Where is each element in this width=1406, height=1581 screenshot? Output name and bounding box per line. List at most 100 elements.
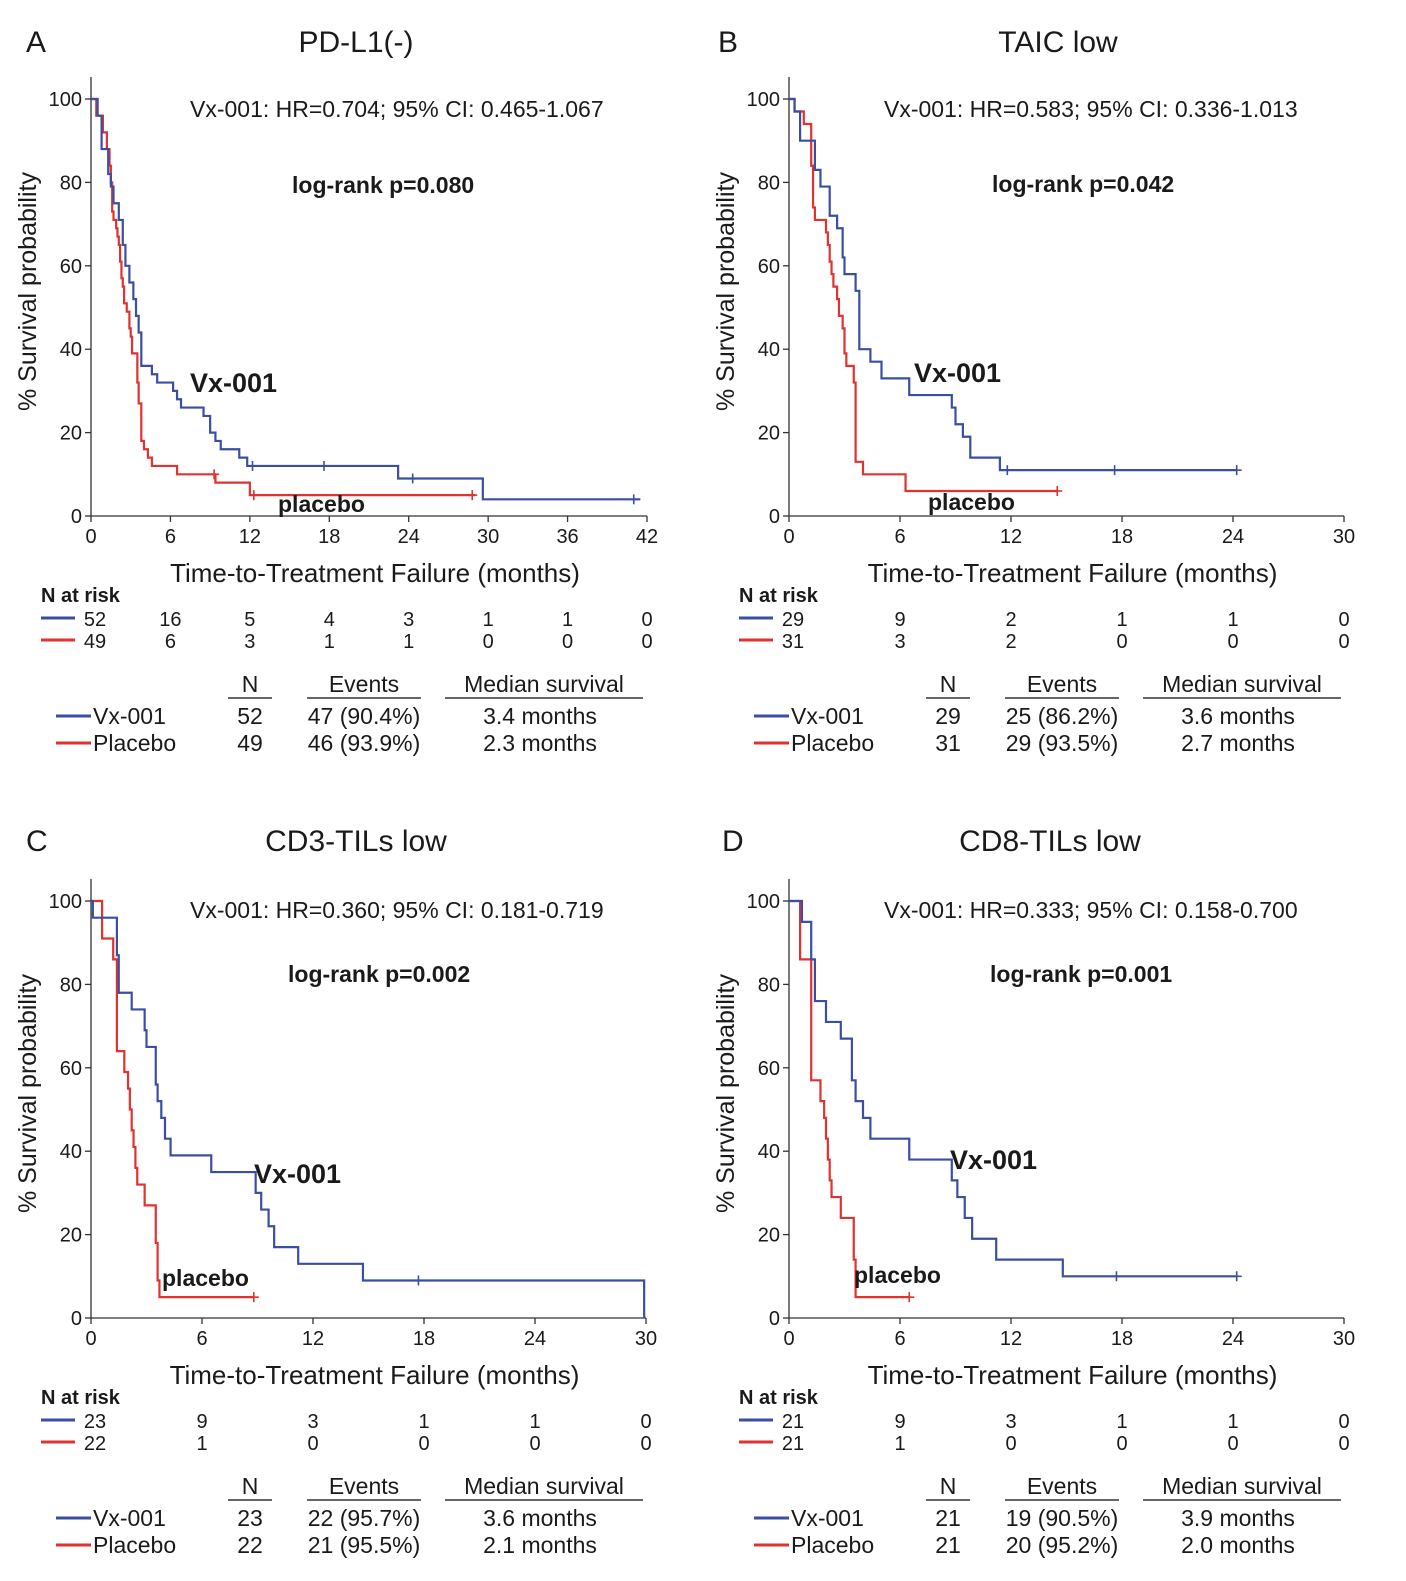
risk-count-placebo: 3 <box>894 631 905 653</box>
risk-count-vx: 3 <box>1005 1411 1016 1433</box>
x-tick-label: 30 <box>1333 1328 1355 1350</box>
panel-title: TAIC low <box>998 26 1118 59</box>
x-tick-label: 30 <box>1333 526 1355 548</box>
y-tick-label: 20 <box>758 423 780 445</box>
risk-count-vx: 21 <box>782 1411 804 1433</box>
table-row-label: Vx-001 <box>791 1505 864 1531</box>
table-row-label: Placebo <box>93 730 176 756</box>
panel-letter: C <box>26 825 48 858</box>
hazard-ratio-text: Vx-001: HR=0.360; 95% CI: 0.181-0.719 <box>190 897 604 923</box>
panel-letter: D <box>722 825 744 858</box>
risk-count-vx: 3 <box>307 1411 318 1433</box>
risk-count-placebo: 0 <box>640 1433 651 1455</box>
y-tick-label: 60 <box>60 1058 82 1080</box>
risk-count-vx: 3 <box>403 609 414 631</box>
y-tick-label: 60 <box>758 256 780 278</box>
x-tick-label: 30 <box>635 1328 657 1350</box>
risk-count-placebo: 0 <box>529 1433 540 1455</box>
table-cell-events: 22 (95.7%) <box>308 1505 421 1531</box>
vx-curve-label: Vx-001 <box>914 358 1001 388</box>
table-cell-events: 21 (95.5%) <box>308 1532 421 1558</box>
table-header-events: Events <box>329 671 399 697</box>
x-tick-label: 6 <box>894 526 905 548</box>
risk-count-vx: 5 <box>244 609 255 631</box>
table-header-events: Events <box>1027 671 1097 697</box>
y-tick-label: 60 <box>758 1058 780 1080</box>
table-header-median: Median survival <box>1162 671 1322 697</box>
n-at-risk-header: N at risk <box>739 585 819 607</box>
y-tick-label: 100 <box>747 891 780 913</box>
hazard-ratio-text: Vx-001: HR=0.704; 95% CI: 0.465-1.067 <box>190 96 604 122</box>
risk-count-vx: 29 <box>782 609 804 631</box>
risk-count-placebo: 0 <box>1116 631 1127 653</box>
panel-title: CD3-TILs low <box>265 825 447 858</box>
table-cell-n: 31 <box>935 730 961 756</box>
x-tick-label: 18 <box>1111 526 1133 548</box>
risk-count-vx: 1 <box>483 609 494 631</box>
risk-count-placebo: 1 <box>324 631 335 653</box>
table-header-median: Median survival <box>464 671 624 697</box>
logrank-p-text: log-rank p=0.080 <box>292 172 474 198</box>
risk-count-placebo: 1 <box>403 631 414 653</box>
x-tick-label: 6 <box>894 1328 905 1350</box>
y-tick-label: 40 <box>758 339 780 361</box>
placebo-curve-label: placebo <box>928 489 1015 515</box>
table-row-label: Vx-001 <box>93 703 166 729</box>
risk-count-placebo: 0 <box>1338 1433 1349 1455</box>
risk-count-vx: 1 <box>418 1411 429 1433</box>
y-tick-label: 40 <box>60 1141 82 1163</box>
y-tick-label: 0 <box>71 506 82 528</box>
risk-count-vx: 16 <box>159 609 181 631</box>
table-header-median: Median survival <box>1162 1473 1322 1499</box>
y-tick-label: 80 <box>60 172 82 194</box>
risk-count-vx: 0 <box>641 609 652 631</box>
vx-curve-label: Vx-001 <box>254 1159 341 1189</box>
km-curve-placebo <box>91 899 254 1299</box>
table-cell-median: 3.9 months <box>1181 1505 1295 1531</box>
table-cell-events: 19 (90.5%) <box>1006 1505 1119 1531</box>
n-at-risk-header: N at risk <box>739 1387 819 1409</box>
logrank-p-text: log-rank p=0.042 <box>992 171 1174 197</box>
x-tick-label: 24 <box>1222 526 1244 548</box>
risk-count-vx: 2 <box>1005 609 1016 631</box>
n-at-risk-header: N at risk <box>41 585 121 607</box>
risk-count-placebo: 0 <box>641 631 652 653</box>
table-cell-median: 3.4 months <box>483 703 597 729</box>
panel-letter: B <box>718 26 738 59</box>
x-tick-label: 12 <box>1000 526 1022 548</box>
risk-count-placebo: 0 <box>418 1433 429 1455</box>
table-header-n: N <box>940 671 957 697</box>
table-cell-events: 20 (95.2%) <box>1006 1532 1119 1558</box>
table-cell-events: 47 (90.4%) <box>308 703 421 729</box>
risk-count-vx: 9 <box>894 1411 905 1433</box>
table-header-n: N <box>940 1473 957 1499</box>
x-tick-label: 6 <box>196 1328 207 1350</box>
risk-count-placebo: 31 <box>782 631 804 653</box>
panel-title: CD8-TILs low <box>959 825 1141 858</box>
risk-count-placebo: 0 <box>1116 1433 1127 1455</box>
risk-count-vx: 9 <box>196 1411 207 1433</box>
x-tick-label: 30 <box>477 526 499 548</box>
logrank-p-text: log-rank p=0.002 <box>288 961 470 987</box>
table-row-label: Vx-001 <box>791 703 864 729</box>
table-cell-median: 2.3 months <box>483 730 597 756</box>
x-tick-label: 0 <box>783 526 794 548</box>
table-cell-median: 2.7 months <box>1181 730 1295 756</box>
risk-count-placebo: 0 <box>1227 631 1238 653</box>
x-tick-label: 18 <box>318 526 340 548</box>
risk-count-vx: 9 <box>894 609 905 631</box>
table-row-label: Placebo <box>791 1532 874 1558</box>
risk-count-placebo: 0 <box>483 631 494 653</box>
risk-count-vx: 1 <box>562 609 573 631</box>
risk-count-vx: 0 <box>1338 1411 1349 1433</box>
y-tick-label: 0 <box>769 1308 780 1330</box>
risk-count-placebo: 21 <box>782 1433 804 1455</box>
risk-count-vx: 0 <box>640 1411 651 1433</box>
table-cell-n: 21 <box>935 1532 961 1558</box>
x-tick-label: 18 <box>413 1328 435 1350</box>
km-curve-placebo <box>789 97 1058 493</box>
x-axis-label: Time-to-Treatment Failure (months) <box>170 1360 580 1390</box>
table-cell-n: 23 <box>237 1505 263 1531</box>
y-tick-label: 0 <box>769 506 780 528</box>
y-tick-label: 100 <box>747 89 780 111</box>
